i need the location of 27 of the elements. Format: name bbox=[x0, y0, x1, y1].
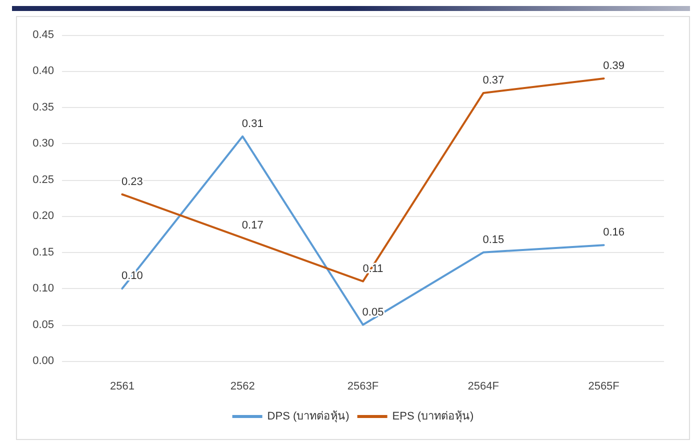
line-series bbox=[121, 77, 605, 282]
data-label: 0.05 bbox=[362, 306, 384, 318]
y-tick-label: 0.40 bbox=[32, 65, 54, 78]
y-tick-label: 0.15 bbox=[32, 246, 54, 258]
x-tick-label: 2562 bbox=[230, 380, 255, 392]
data-label: 0.17 bbox=[242, 219, 264, 232]
x-tick-label: 2565F bbox=[588, 380, 620, 392]
y-tick-label: 0.25 bbox=[32, 174, 54, 186]
y-tick-label: 0.30 bbox=[32, 138, 54, 150]
data-label: 0.39 bbox=[603, 60, 625, 72]
x-tick-label: 2561 bbox=[110, 380, 134, 392]
y-tick-label: 0.10 bbox=[32, 282, 54, 295]
data-label: 0.15 bbox=[482, 234, 504, 246]
legend-label: EPS (บาทต่อหุ้น) bbox=[392, 410, 474, 422]
data-label: 0.23 bbox=[121, 176, 143, 188]
legend-label: DPS (บาทต่อหุ้น) bbox=[267, 410, 350, 422]
data-label: 0.37 bbox=[482, 74, 504, 86]
y-tick-label: 0.20 bbox=[32, 210, 54, 222]
x-tick-label: 2563F bbox=[347, 380, 379, 392]
x-tick-label: 2564F bbox=[468, 380, 500, 392]
line-series bbox=[121, 135, 605, 326]
data-label: 0.31 bbox=[242, 118, 264, 130]
y-tick-label: 0.45 bbox=[32, 29, 54, 41]
y-tick-label: 0.00 bbox=[32, 355, 54, 367]
data-label: 0.16 bbox=[603, 226, 625, 239]
y-tick-label: 0.35 bbox=[32, 101, 54, 114]
y-tick-label: 0.05 bbox=[32, 318, 54, 331]
